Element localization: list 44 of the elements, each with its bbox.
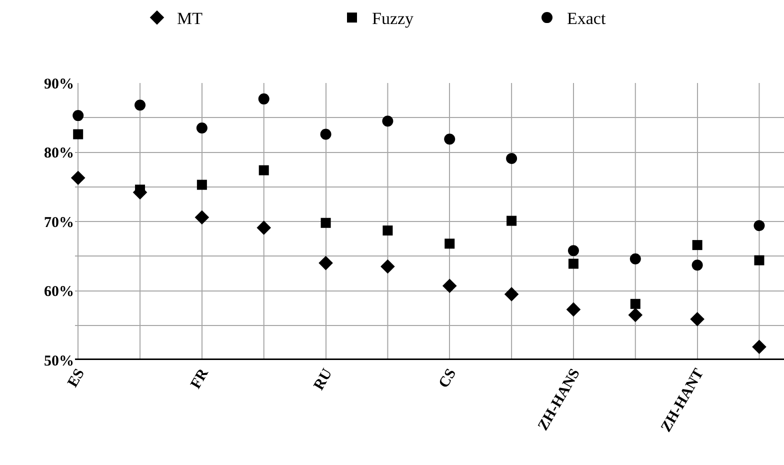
- point: [72, 110, 84, 122]
- point: [628, 308, 643, 322]
- y-tick-label: 90%: [44, 76, 74, 92]
- point: [196, 180, 207, 190]
- point: [630, 253, 641, 264]
- point: [442, 278, 457, 294]
- point: [258, 93, 270, 104]
- point: [692, 260, 703, 271]
- point: [690, 312, 704, 326]
- point: [320, 128, 332, 140]
- point: [444, 134, 456, 145]
- y-tick-label: 70%: [44, 214, 74, 231]
- legend-label: Fuzzy: [372, 9, 414, 28]
- point: [630, 298, 640, 309]
- point: [382, 226, 393, 236]
- point: [380, 259, 395, 274]
- legend-label: Exact: [567, 9, 606, 28]
- x-tick-label: CS: [436, 366, 460, 391]
- point: [754, 220, 765, 232]
- point: [196, 122, 208, 134]
- point: [752, 340, 766, 354]
- point: [70, 170, 86, 186]
- point: [754, 255, 764, 266]
- point: [692, 240, 702, 250]
- x-tick-label: RU: [311, 366, 336, 394]
- point: [568, 258, 578, 269]
- point: [320, 218, 331, 228]
- point: [506, 216, 517, 226]
- point: [566, 302, 581, 317]
- point: [506, 152, 518, 164]
- point: [568, 245, 579, 256]
- point: [134, 100, 146, 111]
- point: [444, 238, 455, 249]
- point: [73, 129, 84, 140]
- point: [194, 210, 210, 224]
- legend-label: MT: [177, 9, 204, 28]
- point: [504, 287, 519, 302]
- y-tick-label: 60%: [44, 284, 74, 300]
- y-tick-label: 80%: [44, 146, 74, 162]
- x-tick-label: FR: [188, 366, 212, 392]
- point: [318, 256, 333, 270]
- point: [382, 116, 394, 127]
- point: [258, 165, 269, 176]
- point: [256, 220, 272, 235]
